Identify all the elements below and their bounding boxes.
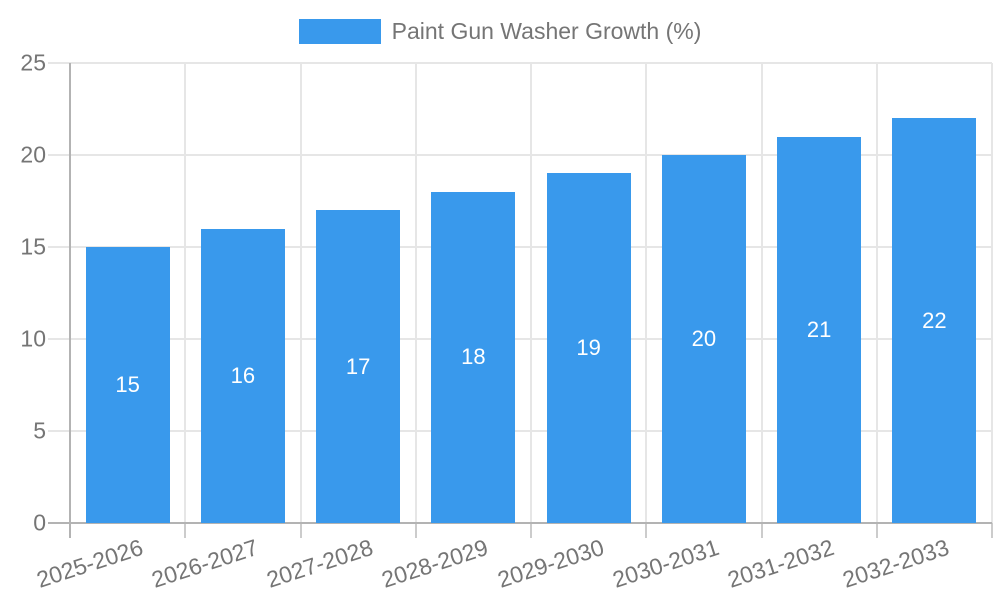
y-axis-line — [69, 63, 71, 538]
x-axis-tick — [875, 523, 878, 538]
x-axis-tick — [530, 523, 532, 538]
x-gridline — [760, 63, 763, 523]
y-axis-tick-label: 15 — [20, 233, 46, 260]
x-gridline — [414, 63, 417, 523]
x-axis-tick — [184, 523, 187, 538]
x-axis-category-label: 2030-2031 — [609, 534, 722, 593]
bar: 16 — [200, 228, 285, 523]
bar: 18 — [431, 191, 516, 523]
x-axis-category-label: 2029-2030 — [494, 534, 607, 593]
x-axis-category-label: 2031-2032 — [724, 534, 838, 593]
x-axis-category-label: 2027-2028 — [263, 534, 377, 593]
x-gridline — [184, 63, 187, 523]
y-gridline — [48, 430, 992, 432]
bar-value-label: 19 — [576, 335, 601, 361]
y-gridline — [48, 246, 992, 248]
x-axis-category-label: 2026-2027 — [148, 534, 261, 593]
bar: 21 — [777, 136, 862, 523]
chart-legend: Paint Gun Washer Growth (%) — [0, 16, 1000, 46]
x-axis-category-label: 2025-2026 — [33, 534, 146, 593]
x-gridline — [991, 63, 993, 523]
x-gridline — [645, 63, 648, 523]
x-axis-tick — [760, 523, 763, 538]
x-axis-tick — [645, 523, 648, 538]
x-axis-category-label: 2032-2033 — [839, 534, 953, 593]
bar: 22 — [892, 118, 977, 523]
y-axis-tick-label: 20 — [20, 141, 46, 168]
bar-value-label: 15 — [115, 372, 140, 397]
bar-value-label: 21 — [806, 316, 832, 342]
legend-swatch — [298, 18, 381, 44]
y-gridline — [48, 62, 992, 64]
bar-value-label: 16 — [230, 362, 256, 388]
bar: 17 — [316, 210, 401, 523]
bar-value-label: 22 — [922, 307, 947, 333]
x-axis-category-label: 2028-2029 — [378, 534, 492, 593]
legend-label: Paint Gun Washer Growth (%) — [391, 17, 702, 44]
bar: 20 — [661, 155, 746, 523]
y-axis-tick-label: 5 — [33, 417, 46, 444]
x-axis-tick — [299, 523, 302, 538]
y-axis-tick-label: 25 — [20, 49, 46, 76]
x-axis-line — [48, 522, 992, 524]
x-gridline — [299, 63, 302, 523]
bar: 15 — [85, 247, 170, 523]
x-axis-tick — [991, 523, 993, 538]
bar-value-label: 20 — [691, 326, 717, 351]
y-gridline — [48, 154, 992, 156]
bar: 19 — [546, 173, 631, 523]
y-gridline — [48, 338, 992, 340]
x-axis-tick — [414, 523, 417, 538]
bar-value-label: 18 — [461, 344, 486, 370]
bar-value-label: 17 — [345, 353, 371, 379]
y-axis-tick-label: 0 — [33, 509, 46, 536]
x-gridline — [875, 63, 878, 523]
y-axis-tick-label: 10 — [20, 325, 46, 352]
x-gridline — [530, 63, 532, 523]
